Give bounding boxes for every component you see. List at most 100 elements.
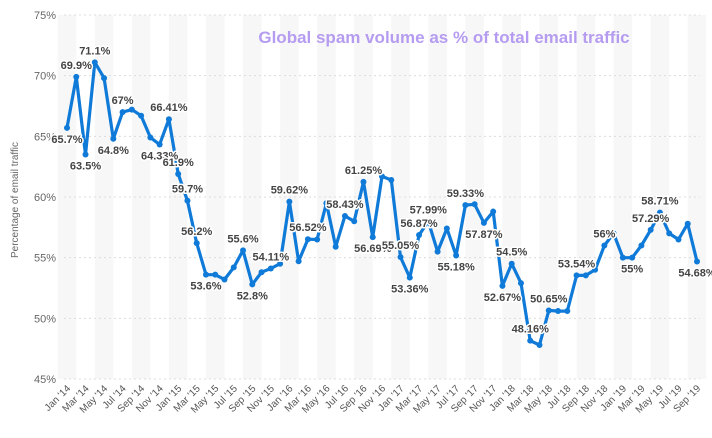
data-label: 56% bbox=[593, 229, 615, 241]
data-point bbox=[296, 258, 302, 264]
data-label: 58.71% bbox=[641, 196, 679, 208]
data-point bbox=[638, 243, 644, 249]
data-point bbox=[564, 308, 570, 314]
data-point bbox=[416, 232, 422, 238]
data-label: 58.43% bbox=[326, 199, 364, 211]
data-point bbox=[305, 236, 311, 242]
data-label: 59.7% bbox=[172, 184, 203, 196]
data-label: 54.11% bbox=[252, 251, 289, 263]
data-label: 69.9% bbox=[61, 60, 92, 72]
data-point bbox=[629, 255, 635, 261]
data-point bbox=[314, 236, 320, 242]
y-tick-label: 60% bbox=[34, 192, 56, 204]
data-point bbox=[333, 244, 339, 250]
data-point bbox=[212, 272, 218, 278]
data-label: 55.6% bbox=[227, 233, 258, 245]
data-point bbox=[407, 275, 413, 281]
data-point bbox=[546, 307, 552, 313]
data-point bbox=[360, 179, 366, 185]
data-label: 57.87% bbox=[465, 229, 503, 241]
data-label: 59.33% bbox=[447, 188, 485, 200]
data-label: 48.16% bbox=[512, 324, 550, 336]
data-labels: 65.7% 69.9% 63.5% 71.1% 64.8% 67% 64.33% 66.41%… bbox=[51, 45, 712, 335]
data-point bbox=[398, 254, 404, 260]
y-tick-label: 70% bbox=[34, 71, 56, 83]
data-point bbox=[462, 202, 468, 208]
data-point bbox=[83, 152, 89, 158]
data-label: 56.87% bbox=[400, 218, 438, 230]
data-point bbox=[444, 226, 450, 232]
data-point bbox=[286, 199, 292, 205]
data-label: 55% bbox=[621, 264, 643, 276]
data-point bbox=[481, 220, 487, 226]
data-point bbox=[620, 255, 626, 261]
data-label: 54.68% bbox=[678, 268, 712, 280]
y-tick-label: 75% bbox=[34, 10, 56, 22]
data-point bbox=[499, 283, 505, 289]
data-point bbox=[435, 249, 441, 255]
data-label: 65.7% bbox=[51, 134, 82, 146]
data-label: 56.52% bbox=[289, 222, 327, 234]
data-label: 57.29% bbox=[632, 213, 670, 225]
data-point bbox=[166, 116, 172, 122]
data-point bbox=[370, 234, 376, 240]
data-point bbox=[129, 107, 135, 113]
data-point bbox=[73, 74, 79, 80]
data-point bbox=[92, 59, 98, 65]
data-point bbox=[685, 221, 691, 227]
data-point bbox=[527, 338, 533, 344]
data-label: 67% bbox=[112, 95, 134, 107]
chart-title: Global spam volume as % of total email t… bbox=[258, 28, 629, 47]
y-axis-label: Percentage of email traffic bbox=[10, 142, 21, 258]
y-tick-label: 50% bbox=[34, 313, 56, 325]
y-tick-label: 45% bbox=[34, 374, 56, 386]
data-point bbox=[518, 280, 524, 286]
data-label: 64.8% bbox=[98, 145, 129, 157]
data-point bbox=[231, 264, 237, 270]
data-label: 56.2% bbox=[181, 226, 212, 238]
data-point bbox=[601, 243, 607, 249]
data-point bbox=[509, 261, 515, 267]
data-point bbox=[157, 141, 163, 147]
data-point bbox=[222, 277, 228, 283]
data-point bbox=[453, 252, 459, 258]
data-point bbox=[249, 281, 255, 287]
data-label: 55.05% bbox=[382, 240, 420, 252]
data-point bbox=[175, 171, 181, 177]
data-label: 52.67% bbox=[484, 292, 522, 304]
data-label: 53.54% bbox=[558, 258, 596, 270]
data-point bbox=[203, 272, 209, 278]
data-point bbox=[694, 259, 700, 265]
data-point bbox=[537, 342, 543, 348]
y-axis-ticks: 45% 50% 55% 60% 65% 70% 75% bbox=[34, 10, 56, 386]
data-point bbox=[110, 136, 116, 142]
data-label: 61.25% bbox=[345, 165, 383, 177]
data-point bbox=[388, 177, 394, 183]
data-label: 63.5% bbox=[70, 161, 101, 173]
data-point bbox=[574, 272, 580, 278]
y-tick-label: 55% bbox=[34, 253, 56, 265]
data-label: 57.99% bbox=[410, 204, 448, 216]
gridlines bbox=[64, 15, 700, 379]
data-label: 71.1% bbox=[79, 45, 110, 57]
data-point bbox=[138, 113, 144, 119]
data-point bbox=[259, 269, 265, 275]
data-point bbox=[351, 218, 357, 224]
data-point bbox=[675, 236, 681, 242]
data-label: 53.36% bbox=[391, 284, 429, 296]
data-label: 66.41% bbox=[150, 102, 188, 114]
data-label: 59.62% bbox=[271, 185, 309, 197]
data-point bbox=[648, 227, 654, 233]
data-point bbox=[666, 230, 672, 236]
data-point bbox=[555, 308, 561, 314]
data-label: 55.18% bbox=[437, 261, 475, 273]
data-point bbox=[147, 135, 153, 141]
data-point bbox=[184, 198, 190, 204]
data-label: 54.5% bbox=[496, 247, 527, 259]
data-point bbox=[240, 247, 246, 253]
data-point bbox=[194, 240, 200, 246]
data-label: 52.8% bbox=[237, 290, 268, 302]
data-label: 61.9% bbox=[163, 157, 194, 169]
